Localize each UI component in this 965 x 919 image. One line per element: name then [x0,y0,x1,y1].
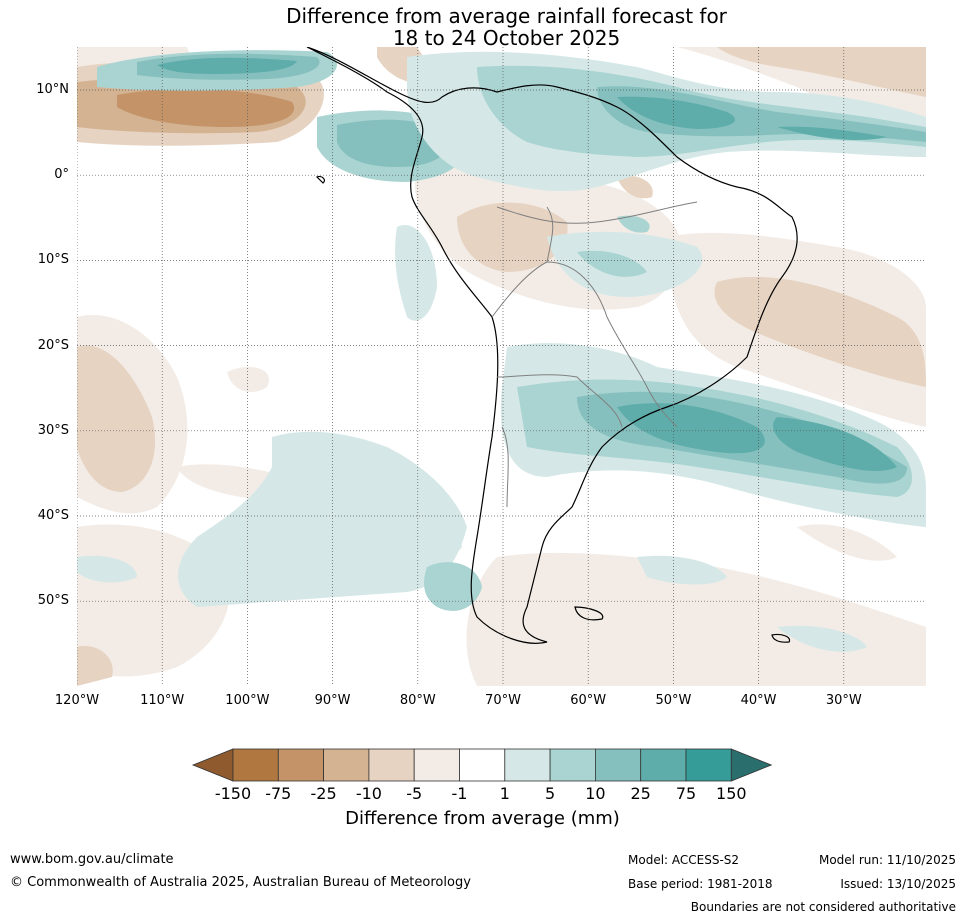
map-canvas [77,47,926,686]
colorbar-swatch [549,748,596,782]
colorbar-swatch [323,748,370,782]
colorbar-swatch [277,748,324,782]
colorbar-tick-label: -150 [214,784,252,803]
latitude-label: 10°N [36,82,69,97]
footer-base-period: Base period: 1981-2018 [628,877,773,891]
colorbar-tick-label: 150 [716,784,747,803]
colorbar-tick-label: -25 [310,784,337,803]
latitude-label: 50°S [37,593,69,609]
rainfall-anomaly-map [77,47,926,686]
colorbar-swatch [413,748,460,782]
latitude-label: 20°S [37,337,69,353]
latitude-label: 30°S [37,422,69,438]
footer-disclaimer: Boundaries are not considered authoritat… [690,900,956,914]
graticule [77,47,926,686]
longitude-label: 100°W [225,693,270,708]
colorbar-tick-label: -10 [355,784,382,803]
title-line-2: 18 to 24 October 2025 [392,26,621,50]
colorbar-swatch [595,748,642,782]
footer-model-run: Model run: 11/10/2025 [818,853,956,867]
colorbar-tick-label: 25 [630,784,651,803]
longitude-label: 70°W [485,693,521,708]
colorbar-tick-label: 5 [545,784,556,803]
footer-issued: Issued: 13/10/2025 [840,877,956,891]
latitude-label: 10°S [37,252,69,268]
footer-website[interactable]: www.bom.gov.au/climate [10,852,174,867]
title-line-1: Difference from average rainfall forecas… [286,4,727,28]
colorbar-tick-label: -75 [265,784,292,803]
footer-model: Model: ACCESS-S2 [628,853,740,867]
latitude-label: 0° [54,167,69,183]
longitude-label: 60°W [570,693,607,708]
longitude-label: 40°W [740,693,777,708]
country-borders [491,201,698,508]
colorbar-swatch [368,748,415,782]
colorbar-swatch [459,748,506,782]
colorbar-extend-low [191,748,234,782]
colorbar [191,748,773,782]
wet-anomaly-areas [77,50,926,652]
colorbar-tick-label: 10 [585,784,606,803]
colorbar-tick-label: -1 [451,784,468,803]
colorbar-swatch [685,748,732,782]
longitude-label: 110°W [140,693,185,708]
longitude-label: 30°W [825,693,862,708]
longitude-label: 120°W [54,693,100,708]
colorbar-tick-label: 75 [675,784,697,803]
colorbar-extend-high [730,748,773,782]
colorbar-title: Difference from average (mm) [345,808,620,829]
colorbar-tick-label: -5 [406,784,423,803]
longitude-label: 90°W [314,693,351,708]
colorbar-tick-label: 1 [499,784,510,803]
latitude-label: 40°S [37,508,69,523]
footer-copyright: © Commonwealth of Australia 2025, Austra… [10,875,471,890]
colorbar-swatch [504,748,551,782]
colorbar-swatch [232,748,279,782]
south-america-coastline [306,47,798,644]
longitude-label: 50°W [655,693,692,708]
colorbar-swatch [640,748,687,782]
longitude-label: 80°W [399,693,436,708]
